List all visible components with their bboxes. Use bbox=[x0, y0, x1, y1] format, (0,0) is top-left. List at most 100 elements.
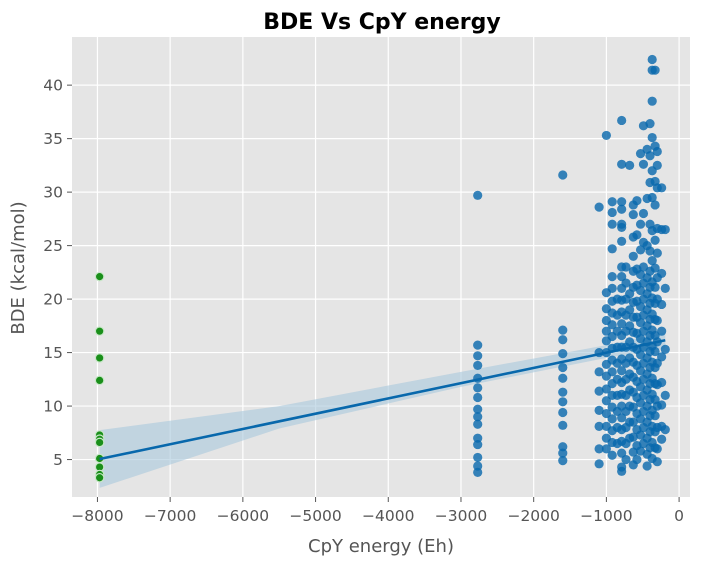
scatter-point bbox=[621, 454, 631, 465]
scatter-point bbox=[601, 408, 611, 419]
scatter-point bbox=[645, 151, 655, 161]
scatter-point bbox=[558, 387, 568, 397]
scatter-point bbox=[617, 466, 627, 476]
scatter-point bbox=[558, 442, 568, 452]
chart-title: BDE Vs CpY energy bbox=[263, 10, 500, 35]
scatter-point bbox=[657, 400, 667, 410]
scatter-point bbox=[558, 397, 568, 407]
scatter-point bbox=[558, 335, 568, 345]
scatter-point bbox=[617, 222, 627, 233]
scatter-point bbox=[647, 192, 657, 203]
highlight-point bbox=[94, 472, 105, 483]
scatter-point bbox=[473, 392, 483, 403]
scatter-point bbox=[652, 315, 662, 326]
scatter-point bbox=[650, 65, 660, 75]
scatter-point bbox=[657, 326, 667, 336]
highlight-point bbox=[94, 353, 105, 363]
scatter-point bbox=[617, 236, 627, 246]
scatter-point bbox=[650, 235, 660, 245]
scatter-point bbox=[558, 362, 568, 373]
scatter-point bbox=[594, 405, 604, 415]
scatter-point bbox=[660, 344, 670, 354]
scatter-point bbox=[473, 340, 483, 350]
x-tick-label: −4000 bbox=[362, 507, 414, 525]
scatter-point bbox=[473, 452, 483, 463]
scatter-point bbox=[652, 160, 662, 170]
scatter-point bbox=[628, 432, 638, 442]
y-tick-label: 40 bbox=[43, 77, 63, 95]
scatter-point bbox=[650, 200, 660, 210]
scatter-point bbox=[473, 404, 483, 414]
scatter-point bbox=[607, 414, 617, 424]
scatter-point bbox=[473, 439, 483, 450]
scatter-point bbox=[657, 377, 667, 388]
scatter-point bbox=[638, 159, 649, 169]
scatter-point bbox=[473, 461, 483, 471]
scatter-point bbox=[601, 384, 611, 394]
scatter-point bbox=[617, 197, 627, 207]
y-tick-label: 5 bbox=[53, 451, 63, 469]
y-tick-label: 30 bbox=[43, 184, 63, 202]
data-points bbox=[94, 54, 670, 483]
scatter-point bbox=[601, 130, 611, 141]
highlight-point bbox=[94, 271, 105, 282]
y-tick-label: 20 bbox=[43, 291, 63, 309]
scatter-point bbox=[607, 450, 617, 460]
scatter-point bbox=[607, 272, 617, 282]
highlight-point bbox=[94, 437, 105, 448]
scatter-point bbox=[647, 54, 657, 65]
scatter-point bbox=[558, 325, 568, 335]
y-tick-label: 15 bbox=[43, 344, 63, 362]
scatter-point bbox=[652, 444, 662, 454]
scatter-point bbox=[607, 197, 617, 207]
scatter-point bbox=[558, 420, 568, 430]
scatter-point bbox=[645, 119, 655, 129]
regression-line bbox=[99, 339, 666, 461]
regression-line-layer bbox=[99, 339, 666, 461]
scatter-point bbox=[601, 396, 611, 406]
scatter-point bbox=[617, 448, 627, 458]
scatter-point bbox=[473, 433, 483, 443]
scatter-point bbox=[607, 283, 617, 293]
x-tick-label: −2000 bbox=[507, 507, 559, 525]
scatter-point bbox=[642, 461, 652, 471]
x-tick-label: −7000 bbox=[144, 507, 196, 525]
scatter-point bbox=[617, 413, 627, 423]
scatter-point bbox=[558, 448, 568, 458]
scatter-point bbox=[617, 272, 627, 282]
scatter-point bbox=[601, 444, 611, 454]
scatter-point bbox=[617, 159, 627, 169]
scatter-point bbox=[650, 346, 660, 357]
scatter-point bbox=[632, 454, 642, 465]
scatter-point bbox=[594, 459, 604, 469]
scatter-point bbox=[647, 132, 657, 143]
scatter-point bbox=[558, 456, 568, 466]
scatter-point bbox=[657, 299, 667, 310]
scatter-point bbox=[617, 319, 627, 329]
scatter-point bbox=[621, 278, 631, 288]
scatter-point bbox=[617, 204, 627, 214]
scatter-point bbox=[638, 262, 649, 272]
x-tick-label: −8000 bbox=[71, 507, 123, 525]
scatter-point bbox=[657, 352, 667, 362]
scatter-point bbox=[594, 421, 604, 431]
scatter-point bbox=[607, 367, 617, 377]
y-tick-label: 10 bbox=[43, 398, 63, 416]
scatter-point bbox=[601, 326, 611, 336]
scatter-point bbox=[647, 96, 657, 106]
scatter-point bbox=[594, 386, 604, 396]
scatter-point bbox=[650, 411, 660, 421]
scatter-point bbox=[660, 224, 670, 235]
scatter-point bbox=[632, 230, 642, 240]
grid-lines bbox=[72, 37, 690, 497]
scatter-point bbox=[594, 202, 604, 212]
x-tick-label: −1000 bbox=[580, 507, 632, 525]
scatter-point bbox=[617, 115, 627, 126]
scatter-point bbox=[473, 190, 483, 200]
scatter-point bbox=[607, 244, 617, 254]
highlight-point bbox=[94, 326, 105, 336]
y-tick-label: 25 bbox=[43, 237, 63, 255]
scatter-point bbox=[628, 417, 638, 427]
x-axis-ticks: −8000 −7000 −6000 −5000 −4000 −3000 −2000 −1000… bbox=[71, 497, 684, 525]
